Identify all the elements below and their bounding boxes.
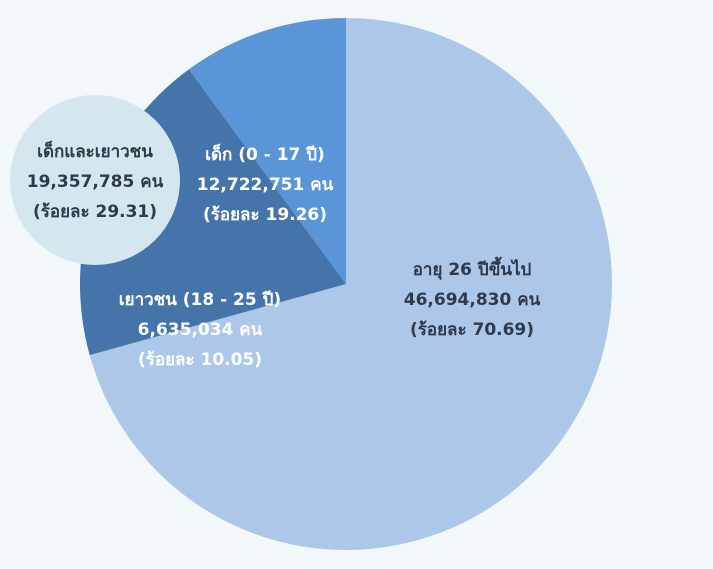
value-label: (ร้อยละ 10.05) <box>138 350 262 370</box>
count-label: 12,722,751 คน <box>197 175 334 195</box>
pie-slice <box>188 18 346 284</box>
annotation-circle <box>10 95 180 265</box>
slice-label: เยาวชน (18 - 25 ปี) <box>119 289 281 310</box>
pie-slice <box>89 18 613 550</box>
annotation-percent: (ร้อยละ 29.31) <box>33 202 157 222</box>
value-label: (ร้อยละ 70.69) <box>410 320 534 340</box>
count-label: 6,635,034 คน <box>138 320 263 340</box>
annotation-count: 19,357,785 คน <box>27 172 164 192</box>
slice-label: เด็ก (0 - 17 ปี) <box>205 142 325 165</box>
labels: อายุ 26 ปีขึ้นไป 46,694,830 คน (ร้อยละ 70.… <box>10 95 541 370</box>
count-label: 46,694,830 คน <box>404 290 541 310</box>
slice-label: อายุ 26 ปีขึ้นไป <box>413 256 532 280</box>
pie <box>79 18 613 550</box>
annotation-title: เด็กและเยาวชน <box>37 139 153 162</box>
value-label: (ร้อยละ 19.26) <box>203 205 327 225</box>
